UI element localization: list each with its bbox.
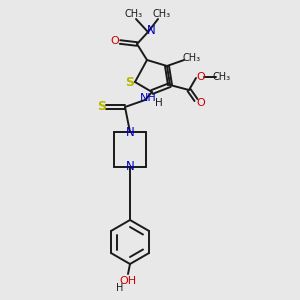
- Text: N: N: [126, 125, 134, 139]
- Text: H: H: [155, 98, 163, 108]
- Text: N: N: [126, 160, 134, 173]
- Text: O: O: [196, 72, 206, 82]
- Text: S: S: [98, 100, 106, 113]
- Text: H: H: [116, 283, 124, 293]
- Text: O: O: [111, 36, 119, 46]
- Text: N: N: [147, 23, 155, 37]
- Text: O: O: [196, 98, 206, 108]
- Text: OH: OH: [119, 276, 136, 286]
- Text: CH₃: CH₃: [213, 72, 231, 82]
- Text: NH: NH: [140, 93, 156, 103]
- Text: CH₃: CH₃: [125, 9, 143, 19]
- Text: CH₃: CH₃: [183, 53, 201, 63]
- Text: S: S: [125, 76, 134, 89]
- Text: CH₃: CH₃: [153, 9, 171, 19]
